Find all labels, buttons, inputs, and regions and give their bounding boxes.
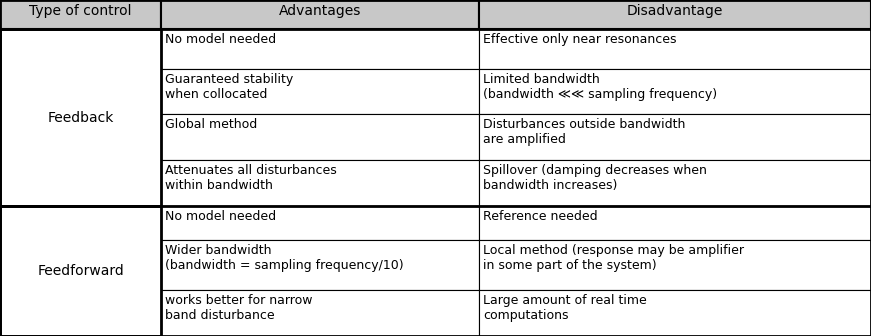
- Text: Type of control: Type of control: [30, 4, 132, 18]
- Text: Global method: Global method: [165, 118, 258, 131]
- Text: Feedback: Feedback: [47, 111, 114, 125]
- Bar: [161, 240, 479, 290]
- Text: Feedforward: Feedforward: [37, 264, 124, 278]
- Bar: [161, 69, 479, 115]
- Bar: [161, 290, 479, 336]
- Text: Disadvantage: Disadvantage: [627, 4, 723, 18]
- Bar: [0, 0, 161, 29]
- Text: works better for narrow
band disturbance: works better for narrow band disturbance: [165, 294, 313, 322]
- Bar: [161, 206, 479, 240]
- Bar: [0, 206, 161, 336]
- Text: Effective only near resonances: Effective only near resonances: [483, 33, 677, 46]
- Text: Advantages: Advantages: [279, 4, 361, 18]
- Bar: [161, 115, 479, 160]
- Text: Disturbances outside bandwidth
are amplified: Disturbances outside bandwidth are ampli…: [483, 118, 685, 146]
- Text: No model needed: No model needed: [165, 210, 276, 223]
- Text: Limited bandwidth
(bandwidth ≪≪ sampling frequency): Limited bandwidth (bandwidth ≪≪ sampling…: [483, 73, 717, 101]
- Bar: [479, 115, 871, 160]
- Bar: [479, 206, 871, 240]
- Bar: [161, 29, 479, 69]
- Bar: [479, 0, 871, 29]
- Text: Guaranteed stability
when collocated: Guaranteed stability when collocated: [165, 73, 294, 101]
- Text: No model needed: No model needed: [165, 33, 276, 46]
- Bar: [479, 160, 871, 206]
- Bar: [0, 29, 161, 206]
- Text: Local method (response may be amplifier
in some part of the system): Local method (response may be amplifier …: [483, 244, 744, 272]
- Bar: [0, 29, 161, 206]
- Text: Wider bandwidth
(bandwidth = sampling frequency/10): Wider bandwidth (bandwidth = sampling fr…: [165, 244, 404, 272]
- Bar: [479, 29, 871, 69]
- Bar: [479, 290, 871, 336]
- Bar: [479, 240, 871, 290]
- Text: Reference needed: Reference needed: [483, 210, 598, 223]
- Bar: [161, 160, 479, 206]
- Bar: [479, 69, 871, 115]
- Text: Large amount of real time
computations: Large amount of real time computations: [483, 294, 647, 322]
- Bar: [0, 206, 161, 336]
- Text: Attenuates all disturbances
within bandwidth: Attenuates all disturbances within bandw…: [165, 164, 337, 192]
- Bar: [161, 0, 479, 29]
- Text: Spillover (damping decreases when
bandwidth increases): Spillover (damping decreases when bandwi…: [483, 164, 707, 192]
